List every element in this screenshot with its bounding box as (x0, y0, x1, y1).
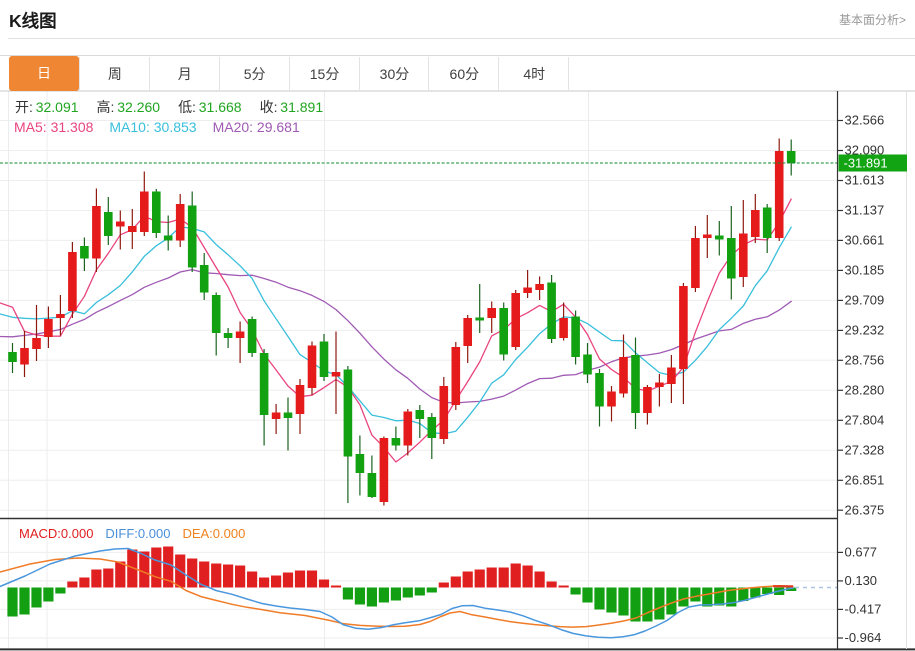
svg-text:28.756: 28.756 (845, 353, 885, 368)
svg-text:30.661: 30.661 (845, 233, 885, 248)
svg-text:28.280: 28.280 (845, 383, 885, 398)
svg-text:0.677: 0.677 (845, 545, 878, 560)
svg-text:29.232: 29.232 (845, 323, 885, 338)
svg-text:30.185: 30.185 (845, 263, 885, 278)
svg-text:27.328: 27.328 (845, 442, 885, 457)
svg-text:32.090: 32.090 (845, 143, 885, 158)
svg-text:31.137: 31.137 (845, 203, 885, 218)
svg-text:27.804: 27.804 (845, 412, 885, 427)
svg-text:-0.964: -0.964 (845, 630, 882, 645)
svg-text:31.613: 31.613 (845, 173, 885, 188)
svg-text:-0.417: -0.417 (845, 602, 882, 617)
svg-text:26.375: 26.375 (845, 502, 885, 517)
svg-text:0.130: 0.130 (845, 573, 878, 588)
svg-text:32.566: 32.566 (845, 113, 885, 128)
svg-text:26.851: 26.851 (845, 472, 885, 487)
svg-text:29.709: 29.709 (845, 293, 885, 308)
svg-text:-31.891: -31.891 (844, 156, 888, 171)
